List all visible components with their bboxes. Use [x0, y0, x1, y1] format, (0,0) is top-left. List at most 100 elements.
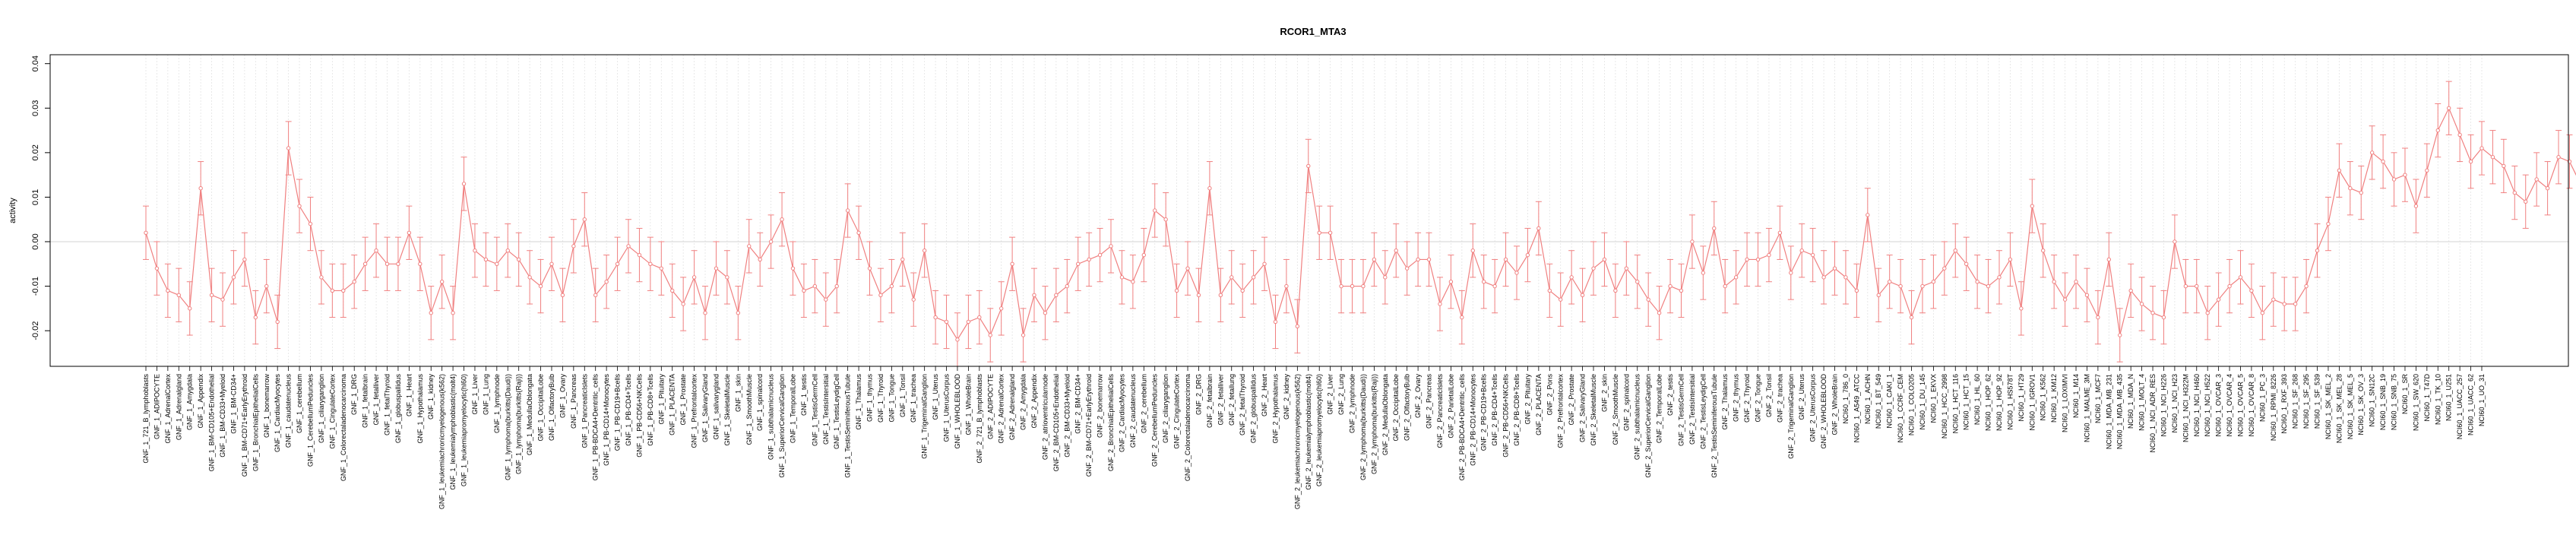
data-point	[1789, 271, 1793, 275]
data-point	[1953, 249, 1957, 253]
x-tick-label: GNF_2_WHOLEBLOOD	[1820, 374, 1828, 449]
x-tick-label: GNF_2_PB-BDCA4+Dentritic_cells	[1458, 374, 1466, 481]
data-point	[242, 257, 247, 262]
x-tick-label: GNF_1_Pancreas	[570, 374, 578, 429]
x-tick-label: GNF_1_PB-CD4+Tcells	[625, 374, 632, 446]
data-point	[758, 257, 762, 262]
data-point	[505, 249, 510, 253]
data-point	[1492, 283, 1497, 289]
data-point	[1010, 261, 1014, 266]
x-tick-label: GNF_2_cerebellum	[1140, 374, 1147, 433]
x-tick-label: GNF_2_TemporalLobe	[1656, 374, 1663, 443]
x-tick-label: NCI60_1_CAKI_1	[1886, 374, 1894, 429]
x-tick-label: NCI60_1_PC_3	[2258, 374, 2266, 422]
data-point	[1383, 275, 1388, 280]
x-tick-label: GNF_2_fetalliver	[1217, 374, 1224, 426]
x-tick-label: NCI60_1_BT_549	[1875, 374, 1882, 429]
x-tick-label: GNF_1_ciliaryganglion	[318, 374, 325, 443]
x-tick-label: GNF_2_trachea	[1776, 374, 1783, 423]
data-point	[780, 217, 784, 222]
x-tick-label: GNF_1_trachea	[910, 374, 917, 423]
x-tick-label: NCI60_1_SR	[2401, 374, 2409, 415]
data-point	[1054, 293, 1059, 297]
x-tick-label: NCI60_1_NCI_H522	[2204, 374, 2211, 437]
data-point	[1964, 261, 1969, 266]
x-tick-label: GNF_2_BM-CD71+EarlyErythroid	[1085, 374, 1093, 477]
data-point	[812, 283, 818, 289]
x-tick-label: NCI60_1_HT29	[2017, 374, 2025, 422]
x-tick-label: GNF_1_MedullaOblongata	[526, 374, 533, 455]
x-tick-label: GNF_2_Thalamus	[1721, 374, 1729, 430]
data-point	[1317, 230, 1321, 235]
y-axis: -0.02 -0.01 0.00 0.01 0.02 0.03 0.04	[31, 55, 50, 340]
data-point	[615, 261, 620, 266]
data-point	[2041, 249, 2046, 253]
x-tick-label: GNF_1_leukemiachronicmyelogenous(k562)	[438, 374, 446, 509]
x-tick-label: GNF_2_TestisIntersitial	[1688, 374, 1696, 445]
data-point	[2435, 128, 2440, 133]
data-point	[900, 257, 905, 262]
x-tick-label: GNF_2_PB-CD56+NKCells	[1502, 374, 1510, 458]
data-point	[1119, 275, 1125, 280]
x-tick-label: GNF_1_OlfactoryBulb	[548, 374, 555, 441]
data-point	[1646, 297, 1650, 302]
data-point	[2304, 283, 2309, 289]
data-point	[1547, 288, 1552, 293]
x-tick-label: GNF_2_Prefrontalcortex	[1557, 374, 1565, 448]
x-tick-label: GNF_2_721_B_lymphoblasts	[976, 374, 983, 464]
x-tick-label: GNF_1_Thyroid	[877, 374, 885, 423]
data-point	[1306, 163, 1311, 169]
data-point	[1350, 283, 1355, 289]
x-tick-label: GNF_1_leukemiapromyelocytic(hl60)	[460, 374, 468, 486]
data-point	[1569, 275, 1574, 280]
data-point	[1690, 239, 1695, 244]
x-tick-label: GNF_2_Pituitary	[1524, 374, 1531, 425]
x-axis: GNF_1_721_B_lymphoblasts GNF_1_ADIPOCYTE G…	[142, 366, 2486, 509]
data-point	[648, 261, 653, 266]
data-point	[2348, 186, 2353, 191]
data-point	[2008, 257, 2013, 262]
data-point	[1866, 213, 1870, 217]
x-tick-label: GNF_1_OccipitalLobe	[537, 374, 545, 442]
data-point	[1525, 252, 1530, 258]
data-point	[396, 261, 400, 266]
data-point	[1767, 252, 1771, 258]
x-tick-label: GNF_1_TestisLeydigCell	[833, 374, 840, 449]
x-tick-label: GNF_2_lymphoma(burkitts(Raji))	[1370, 374, 1378, 474]
data-point	[220, 297, 225, 302]
data-point	[626, 244, 631, 249]
x-tick-label: GNF_1_salivarygland	[712, 374, 720, 440]
data-point	[2502, 163, 2506, 169]
data-point	[2403, 173, 2407, 177]
data-point	[1196, 293, 1201, 297]
data-point	[2545, 186, 2550, 191]
data-point	[253, 315, 258, 320]
data-point	[1043, 311, 1048, 315]
data-point	[418, 261, 422, 266]
data-point	[966, 319, 971, 325]
data-point	[571, 244, 576, 249]
x-tick-label: GNF_1_TemporalLobe	[789, 374, 796, 443]
x-tick-label: GNF_2_fetallung	[1228, 374, 1236, 426]
data-point	[439, 280, 445, 284]
data-point	[725, 275, 729, 280]
x-tick-label: GNF_1_Lung	[482, 374, 489, 415]
x-tick-label: GNF_1_BM-CD71+EarlyErythroid	[241, 374, 248, 477]
x-tick-label: NCI60_1_HS578T	[2006, 374, 2014, 430]
data-point	[703, 311, 707, 315]
data-point	[1810, 252, 1815, 258]
data-point	[352, 280, 356, 284]
x-tick-label: NCI60_1_786_0	[1842, 374, 1850, 424]
x-tick-label: NCI60_1_SF_268	[2292, 374, 2299, 429]
data-point	[604, 280, 609, 284]
x-tick-label: GNF_2_TestisSeminiferousTubule	[1710, 374, 1718, 478]
x-tick-label: GNF_2_subthalamicnucleus	[1634, 374, 1641, 461]
x-tick-label: GNF_2_Appendix	[1030, 374, 1038, 429]
data-point	[385, 261, 390, 266]
x-tick-label: GNF_2_Colorectaladenocarcinoma	[1184, 374, 1191, 481]
x-tick-label: NCI60_1_A549_ATCC	[1853, 374, 1860, 443]
x-tick-label: NCI60_1_SK_MEL_2	[2324, 374, 2332, 439]
data-point	[154, 266, 160, 271]
x-tick-label: GNF_1_SmoothMuscle	[745, 374, 753, 445]
